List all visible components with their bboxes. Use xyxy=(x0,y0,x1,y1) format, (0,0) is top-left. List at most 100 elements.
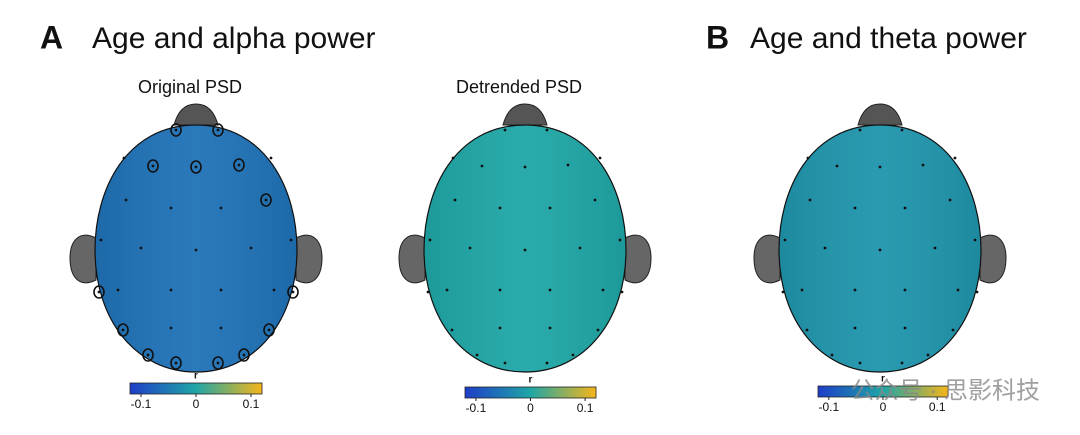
electrode xyxy=(545,361,549,365)
head-shading xyxy=(94,124,298,373)
nose xyxy=(502,103,548,126)
electrode xyxy=(806,156,810,160)
ear xyxy=(398,234,426,284)
electrode xyxy=(853,326,857,330)
electrode xyxy=(267,328,271,332)
ear xyxy=(979,234,1007,284)
significant-electrode xyxy=(93,285,105,299)
electrode xyxy=(453,198,457,202)
electrode xyxy=(498,206,502,210)
electrode xyxy=(956,288,960,292)
electrode xyxy=(498,288,502,292)
electrode xyxy=(926,353,930,357)
electrode xyxy=(805,328,809,332)
electrode xyxy=(169,206,173,210)
electrode xyxy=(523,248,527,252)
electrode xyxy=(800,288,804,292)
ear xyxy=(69,234,97,284)
electrode xyxy=(97,290,101,294)
electrode xyxy=(973,238,977,242)
electrode xyxy=(853,206,857,210)
electrode xyxy=(545,128,549,132)
electrode xyxy=(219,288,223,292)
electrode xyxy=(598,156,602,160)
panel-label: B xyxy=(706,19,729,55)
colorbar-tick-label: 0 xyxy=(193,397,200,411)
significant-electrode xyxy=(212,356,224,370)
electrode xyxy=(578,246,582,250)
electrode xyxy=(903,206,907,210)
significant-electrode xyxy=(212,123,224,137)
colorbar-label: r xyxy=(529,375,533,386)
electrode xyxy=(122,156,126,160)
electrode xyxy=(878,165,882,169)
significant-electrode xyxy=(170,123,182,137)
significant-electrode xyxy=(233,158,245,172)
panel-label: A xyxy=(40,19,63,55)
electrode xyxy=(903,326,907,330)
electrode xyxy=(289,238,293,242)
significant-electrode xyxy=(117,323,129,337)
electrode xyxy=(823,246,827,250)
electrode xyxy=(571,353,575,357)
electrode xyxy=(933,246,937,250)
electrode xyxy=(903,288,907,292)
ear xyxy=(753,234,781,284)
colorbar-tick-label: -0.1 xyxy=(131,397,152,411)
colorbar-tick-label: -0.1 xyxy=(818,400,839,414)
electrode xyxy=(428,238,432,242)
nose xyxy=(857,103,903,126)
electrode xyxy=(503,361,507,365)
ear xyxy=(295,234,323,284)
electrode xyxy=(169,288,173,292)
head-shading xyxy=(778,124,982,373)
electrode xyxy=(523,165,527,169)
electrode xyxy=(953,156,957,160)
electrode xyxy=(618,238,622,242)
colorbar-label: r xyxy=(194,371,198,382)
electrode xyxy=(269,156,273,160)
electrode xyxy=(835,164,839,168)
electrode xyxy=(151,164,155,168)
electrode xyxy=(498,326,502,330)
colorbar-tick-label: 0.1 xyxy=(243,397,260,411)
significant-electrode xyxy=(170,356,182,370)
subtitle: Original PSD xyxy=(138,77,242,97)
significant-electrode xyxy=(260,193,272,207)
electrode xyxy=(139,246,143,250)
electrode xyxy=(900,128,904,132)
colorbar xyxy=(129,382,263,395)
electrode xyxy=(291,290,295,294)
electrode xyxy=(878,248,882,252)
electrode xyxy=(548,288,552,292)
significant-electrode xyxy=(287,285,299,299)
electrode xyxy=(900,361,904,365)
electrode xyxy=(124,198,128,202)
electrode xyxy=(975,290,979,294)
panel-title: Age and alpha power xyxy=(92,22,376,55)
subtitle: Detrended PSD xyxy=(456,77,582,97)
nose xyxy=(173,103,219,126)
significant-electrode xyxy=(238,348,250,362)
electrode xyxy=(781,290,785,294)
colorbar-tick-label: 0.1 xyxy=(929,400,946,414)
colorbar-tick-label: 0 xyxy=(880,400,887,414)
electrode xyxy=(146,353,150,357)
significant-electrode xyxy=(147,159,159,173)
electrode xyxy=(237,163,241,167)
electrode xyxy=(116,288,120,292)
electrode xyxy=(99,238,103,242)
electrode xyxy=(601,288,605,292)
electrode xyxy=(503,128,507,132)
electrode xyxy=(445,288,449,292)
electrode xyxy=(242,353,246,357)
panel-title: Age and theta power xyxy=(750,22,1027,55)
electrode xyxy=(548,326,552,330)
electrode xyxy=(272,288,276,292)
electrode xyxy=(808,198,812,202)
significant-electrode xyxy=(142,348,154,362)
electrode xyxy=(216,128,220,132)
electrode xyxy=(548,206,552,210)
electrode xyxy=(858,128,862,132)
electrode xyxy=(475,353,479,357)
